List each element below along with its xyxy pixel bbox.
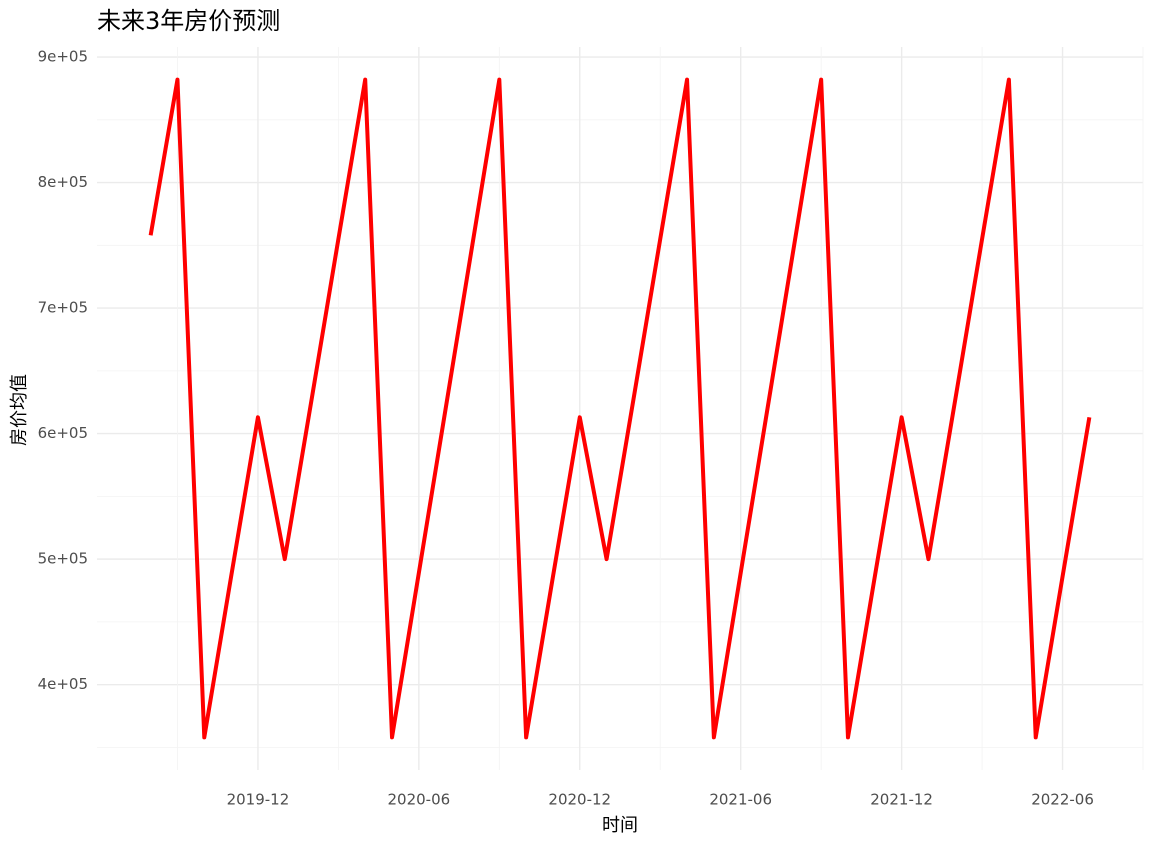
x-axis-title: 时间 (602, 815, 638, 836)
grid (97, 47, 1144, 770)
y-tick-label: 7e+05 (38, 299, 88, 317)
x-tick-label: 2020-12 (548, 791, 611, 809)
x-tick-label: 2022-06 (1031, 791, 1094, 809)
y-axis-title: 房价均值 (9, 374, 30, 446)
x-tick-label: 2019-12 (227, 791, 290, 809)
y-tick-label: 6e+05 (38, 424, 88, 442)
chart-title: 未来3年房价预测 (97, 7, 280, 35)
y-tick-label: 5e+05 (38, 550, 88, 568)
x-tick-label: 2020-06 (388, 791, 451, 809)
y-tick-label: 8e+05 (38, 173, 88, 191)
x-tick-label: 2021-12 (870, 791, 933, 809)
y-tick-label: 9e+05 (38, 48, 88, 66)
line-series (148, 77, 1092, 740)
x-tick-label: 2021-06 (709, 791, 772, 809)
y-tick-label: 4e+05 (38, 675, 88, 693)
